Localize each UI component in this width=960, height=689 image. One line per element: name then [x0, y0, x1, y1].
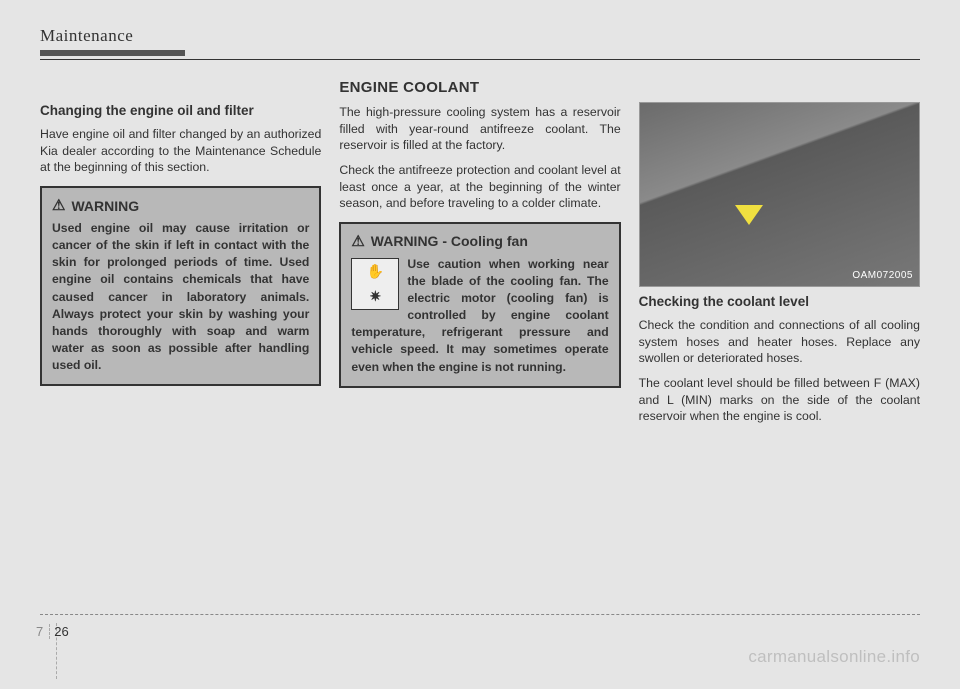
warning-title: ⚠ WARNING: [52, 196, 309, 216]
warning-icon: ⚠: [52, 196, 65, 216]
content-columns: Changing the engine oil and filter Have …: [40, 78, 920, 433]
chapter-number: 7: [36, 624, 50, 639]
watermark: carmanualsonline.info: [748, 647, 920, 667]
page-number-value: 26: [54, 624, 68, 639]
warning-title-fan: ⚠ WARNING - Cooling fan: [351, 232, 608, 252]
warning-body-oil: Used engine oil may cause irritation or …: [52, 220, 309, 374]
spark-icon: ✷: [369, 287, 381, 307]
manual-page: Maintenance Changing the engine oil and …: [0, 0, 960, 689]
hand-icon: ✋: [367, 262, 384, 282]
chapter-title: Maintenance: [40, 26, 133, 46]
warning-body-fan: ✋ ✷ Use caution when working near the bl…: [351, 256, 608, 376]
col2-body2: Check the antifreeze protection and cool…: [339, 162, 620, 212]
chapter-underline: [40, 50, 185, 56]
column-3: OAM072005 Checking the coolant level Che…: [639, 78, 920, 433]
figure-code: OAM072005: [852, 269, 913, 283]
warning-title-text: WARNING: [71, 197, 139, 216]
footer-divider: [40, 614, 920, 615]
warning-icon: ⚠: [351, 232, 364, 252]
page-header: Maintenance: [40, 20, 920, 60]
col2-body1: The high-pressure cooling system has a r…: [339, 104, 620, 154]
column-1: Changing the engine oil and filter Have …: [40, 78, 321, 433]
page-number: 7 26: [36, 624, 69, 639]
warning-title-fan-text: WARNING - Cooling fan: [371, 232, 528, 251]
section-title-coolant: ENGINE COOLANT: [339, 78, 620, 98]
col3-body1: Check the condition and connections of a…: [639, 317, 920, 367]
col1-body: Have engine oil and filter changed by an…: [40, 126, 321, 176]
col1-subhead: Changing the engine oil and filter: [40, 102, 321, 120]
col3-body2: The coolant level should be filled betwe…: [639, 375, 920, 425]
column-2: ENGINE COOLANT The high-pressure cooling…: [339, 78, 620, 433]
coolant-reservoir-figure: OAM072005: [639, 102, 920, 287]
col3-subhead: Checking the coolant level: [639, 293, 920, 311]
fan-hazard-icon: ✋ ✷: [351, 258, 399, 310]
warning-box-oil: ⚠ WARNING Used engine oil may cause irri…: [40, 186, 321, 386]
warning-box-fan: ⚠ WARNING - Cooling fan ✋ ✷ Use caution …: [339, 222, 620, 388]
